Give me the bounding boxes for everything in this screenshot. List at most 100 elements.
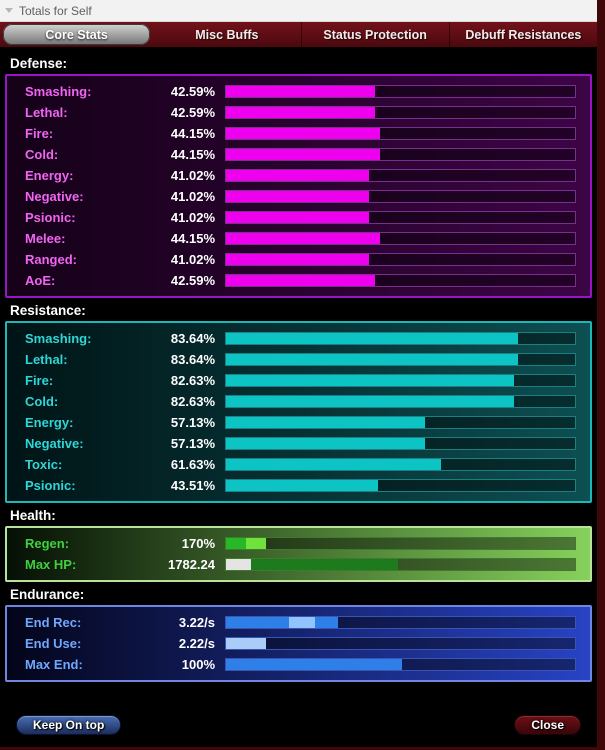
stat-bar — [225, 416, 576, 429]
stat-bar — [225, 558, 576, 571]
stat-value: 100% — [181, 657, 215, 672]
stat-label: Max HP: — [25, 557, 77, 572]
resistance-row: Lethal: 83.64% — [13, 349, 576, 370]
keep-on-top-button[interactable]: Keep On top — [16, 715, 122, 735]
resistance-section-header: Resistance: — [10, 303, 86, 318]
defense-row: Cold: 44.15% — [13, 144, 576, 165]
stat-value: 83.64% — [170, 352, 215, 367]
resistance-row: Negative: 57.13% — [13, 433, 576, 454]
stat-label: AoE: — [25, 273, 56, 288]
bar-segment — [226, 659, 403, 670]
window-titlebar[interactable]: Totals for Self — [0, 0, 597, 22]
stat-label: Energy: — [25, 415, 74, 430]
stat-bar — [225, 211, 576, 224]
stat-bar — [225, 127, 576, 140]
stat-bar — [225, 437, 576, 450]
stat-bar — [225, 190, 576, 203]
stat-value: 170% — [181, 536, 215, 551]
stat-bar — [225, 85, 576, 98]
stat-label: Cold: — [25, 147, 59, 162]
stat-value: 57.13% — [170, 415, 215, 430]
window-content: Defense: Smashing: 42.59% Lethal: 42.59% Fire… — [0, 49, 597, 682]
health-row: Regen: 170% — [13, 533, 576, 554]
stat-label: Negative: — [25, 436, 84, 451]
tab-status-protection[interactable]: Status Protection — [302, 22, 450, 47]
stat-value: 42.59% — [170, 84, 215, 99]
bar-segment — [226, 275, 375, 286]
bar-segment — [226, 459, 441, 470]
stat-value: 42.59% — [170, 105, 215, 120]
resistance-row: Smashing: 83.64% — [13, 328, 576, 349]
defense-row: AoE: 42.59% — [13, 270, 576, 291]
endurance-row: Max End: 100% — [13, 654, 576, 675]
stat-value: 41.02% — [170, 210, 215, 225]
stat-value: 2.22/s — [178, 636, 215, 651]
stat-label: Psionic: — [25, 478, 76, 493]
stat-value: 42.59% — [170, 273, 215, 288]
defense-row: Smashing: 42.59% — [13, 81, 576, 102]
stat-label: Lethal: — [25, 352, 68, 367]
tab-misc-buffs[interactable]: Misc Buffs — [153, 22, 302, 47]
health-panel: Regen: 170% Max HP: 1782.24 — [5, 526, 592, 582]
stat-bar — [225, 353, 576, 366]
stat-label: Fire: — [25, 126, 54, 141]
defense-row: Psionic: 41.02% — [13, 207, 576, 228]
resistance-row: Energy: 57.13% — [13, 412, 576, 433]
stat-label: Lethal: — [25, 105, 68, 120]
stat-value: 44.15% — [170, 231, 215, 246]
bar-segment — [226, 417, 426, 428]
stat-bar — [225, 169, 576, 182]
stat-value: 41.02% — [170, 168, 215, 183]
stat-bar — [225, 616, 576, 629]
bar-segment — [226, 170, 370, 181]
stat-bar — [225, 148, 576, 161]
stat-label: End Rec: — [25, 615, 82, 630]
stat-label: Negative: — [25, 189, 84, 204]
defense-section-header: Defense: — [10, 56, 68, 71]
endurance-section-header: Endurance: — [10, 587, 85, 602]
stat-value: 3.22/s — [178, 615, 215, 630]
stat-value: 43.51% — [170, 478, 215, 493]
stat-label: Cold: — [25, 394, 59, 409]
stat-value: 41.02% — [170, 252, 215, 267]
stat-label: Smashing: — [25, 84, 92, 99]
stat-bar — [225, 637, 576, 650]
defense-panel: Smashing: 42.59% Lethal: 42.59% Fire: 44.15% C… — [5, 74, 592, 298]
stat-label: Psionic: — [25, 210, 76, 225]
defense-row: Fire: 44.15% — [13, 123, 576, 144]
endurance-panel: End Rec: 3.22/s End Use: 2.22/s Max End: 100% — [5, 605, 592, 682]
bar-segment — [288, 617, 315, 628]
bar-segment — [226, 396, 515, 407]
bar-segment — [226, 128, 381, 139]
stat-bar — [225, 232, 576, 245]
tab-core-stats[interactable]: Core Stats — [3, 24, 151, 45]
stat-bar — [225, 106, 576, 119]
bar-segment — [226, 149, 381, 160]
endurance-row: End Rec: 3.22/s — [13, 612, 576, 633]
close-button[interactable]: Close — [514, 715, 581, 735]
bar-segment — [226, 354, 518, 365]
defense-row: Negative: 41.02% — [13, 186, 576, 207]
stat-value: 82.63% — [170, 373, 215, 388]
stat-bar — [225, 332, 576, 345]
stat-label: Smashing: — [25, 331, 92, 346]
resistance-row: Cold: 82.63% — [13, 391, 576, 412]
stat-label: Fire: — [25, 373, 54, 388]
window-menu-icon — [5, 8, 13, 13]
tab-bar: Core Stats Misc Buffs Status Protection Deb… — [0, 22, 597, 49]
bar-segment — [226, 333, 518, 344]
stat-bar — [225, 274, 576, 287]
bar-segment — [226, 559, 252, 570]
stat-label: Max End: — [25, 657, 83, 672]
bar-segment — [245, 538, 266, 549]
bar-segment — [226, 638, 267, 649]
bar-segment — [251, 559, 398, 570]
stat-label: Toxic: — [25, 457, 63, 472]
bar-segment — [226, 107, 375, 118]
resistance-row: Toxic: 61.63% — [13, 454, 576, 475]
defense-row: Energy: 41.02% — [13, 165, 576, 186]
tab-debuff-resistances[interactable]: Debuff Resistances — [465, 27, 582, 42]
bar-segment — [226, 254, 370, 265]
